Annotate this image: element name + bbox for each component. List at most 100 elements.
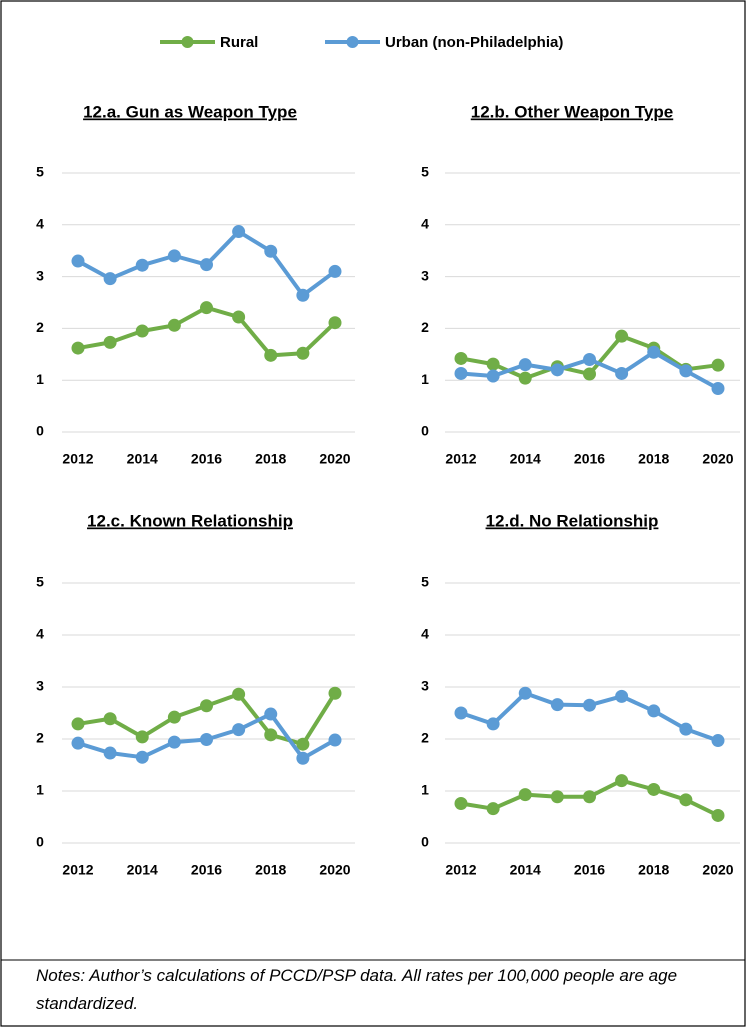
data-point	[264, 707, 278, 721]
data-point	[232, 723, 246, 737]
data-point	[454, 706, 468, 720]
data-point	[647, 345, 661, 359]
data-point	[328, 316, 342, 330]
data-point	[583, 367, 596, 381]
y-tick-label: 4	[421, 626, 429, 642]
x-tick-label: 2012	[62, 862, 93, 878]
data-point	[232, 310, 246, 324]
y-tick-label: 5	[36, 164, 44, 180]
data-point	[615, 689, 629, 703]
y-tick-label: 3	[36, 267, 44, 283]
data-point	[103, 272, 117, 286]
x-tick-label: 2018	[255, 862, 286, 878]
data-point	[679, 793, 693, 807]
data-point	[486, 357, 500, 371]
x-tick-label: 2016	[191, 451, 222, 467]
x-tick-label: 2014	[510, 451, 541, 467]
y-tick-label: 4	[36, 216, 44, 232]
data-point	[486, 369, 500, 383]
data-point	[454, 351, 468, 365]
x-tick-label: 2012	[445, 451, 476, 467]
data-point	[711, 734, 725, 748]
data-point	[200, 699, 213, 713]
x-tick-label: 2020	[702, 862, 733, 878]
data-point	[103, 335, 117, 349]
data-point	[232, 687, 246, 701]
x-tick-label: 2018	[638, 862, 669, 878]
x-tick-label: 2020	[319, 451, 350, 467]
data-point	[135, 730, 149, 744]
y-tick-label: 2	[421, 319, 429, 335]
x-tick-label: 2014	[127, 451, 158, 467]
y-tick-label: 0	[421, 834, 429, 850]
data-point	[71, 736, 85, 750]
y-tick-label: 5	[36, 574, 44, 590]
data-point	[711, 358, 725, 372]
data-point	[71, 341, 85, 355]
y-tick-label: 1	[421, 782, 429, 798]
data-point	[296, 751, 310, 765]
data-point	[518, 788, 532, 802]
data-point	[518, 686, 532, 700]
data-point	[103, 712, 117, 726]
legend-label: Rural	[220, 34, 258, 51]
data-point	[711, 381, 725, 395]
y-tick-label: 1	[36, 371, 44, 387]
data-point	[296, 346, 310, 360]
data-point	[167, 735, 181, 749]
data-point	[615, 329, 629, 343]
data-point	[550, 363, 564, 377]
data-point	[711, 808, 725, 822]
panel-title: 12.a. Gun as Weapon Type	[83, 102, 297, 121]
y-tick-label: 4	[421, 216, 429, 232]
data-point	[328, 264, 342, 278]
data-point	[454, 796, 468, 810]
data-point	[518, 358, 532, 372]
data-point	[550, 790, 564, 804]
panel-title: 12.b. Other Weapon Type	[471, 102, 673, 121]
data-point	[296, 737, 310, 751]
y-tick-label: 2	[421, 730, 429, 746]
data-point	[679, 722, 693, 736]
x-tick-label: 2016	[574, 862, 605, 878]
y-tick-label: 5	[421, 574, 429, 590]
series-line	[77, 305, 337, 358]
data-point	[615, 774, 629, 788]
data-point	[135, 750, 149, 764]
x-tick-label: 2020	[702, 451, 733, 467]
data-point	[264, 244, 278, 258]
data-point	[71, 254, 85, 268]
legend-label: Urban (non-Philadelphia)	[385, 34, 563, 51]
data-point	[200, 301, 213, 315]
x-tick-label: 2018	[638, 451, 669, 467]
x-tick-label: 2012	[445, 862, 476, 878]
data-point	[454, 366, 468, 380]
y-tick-label: 3	[421, 678, 429, 694]
notes: Notes: Author’s calculations of PCCD/PSP…	[36, 966, 678, 1013]
legend-marker	[181, 36, 194, 48]
y-tick-label: 0	[36, 423, 44, 439]
data-point	[518, 371, 532, 385]
data-point	[328, 733, 342, 747]
data-point	[232, 225, 246, 239]
data-point	[200, 258, 213, 272]
x-tick-label: 2020	[319, 862, 350, 878]
y-tick-label: 1	[421, 371, 429, 387]
y-tick-label: 4	[36, 626, 44, 642]
panel-title: 12.c. Known Relationship	[87, 511, 293, 530]
y-tick-label: 0	[36, 834, 44, 850]
data-point	[200, 733, 213, 747]
data-point	[615, 366, 629, 380]
data-point	[550, 698, 564, 712]
panel-title: 12.d. No Relationship	[486, 511, 659, 530]
data-point	[264, 728, 278, 742]
data-point	[264, 348, 278, 362]
data-point	[167, 318, 181, 332]
data-point	[296, 288, 310, 302]
data-point	[135, 258, 149, 272]
y-tick-label: 2	[36, 730, 44, 746]
y-tick-label: 0	[421, 423, 429, 439]
data-point	[583, 352, 596, 366]
